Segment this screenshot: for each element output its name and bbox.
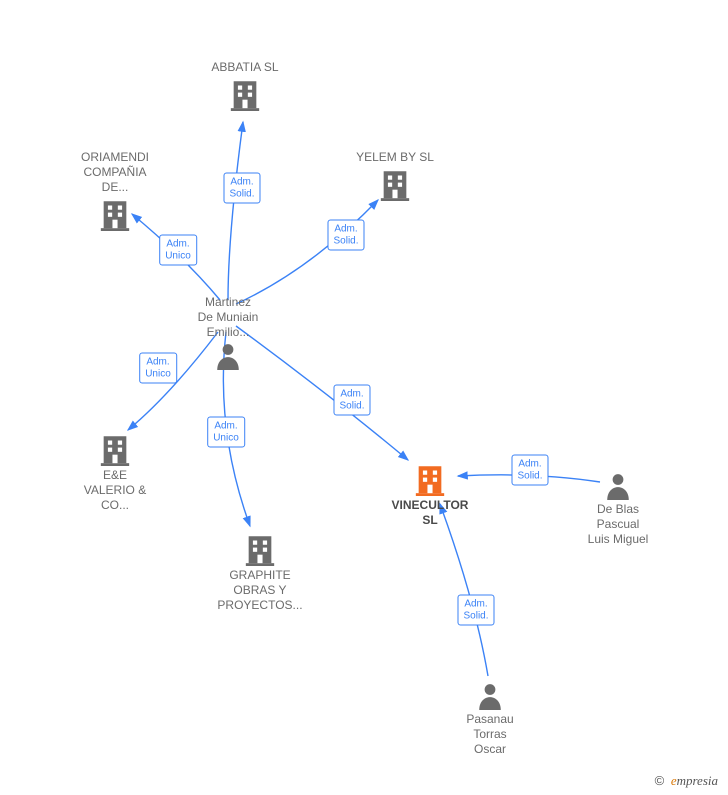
edge-label-martinez-graphite: Adm.Unico xyxy=(207,417,245,448)
node-abbatia[interactable]: ABBATIA SL xyxy=(185,60,305,113)
edge-label-deblas-vinecultor: Adm.Solid. xyxy=(511,455,548,486)
node-label: YELEM BY SL xyxy=(335,150,455,165)
person-icon xyxy=(168,342,288,370)
node-label: E&EVALERIO &CO... xyxy=(55,468,175,513)
edge-pasanau-vinecultor xyxy=(440,504,488,676)
building-icon xyxy=(335,167,455,201)
node-ee[interactable]: E&EVALERIO &CO... xyxy=(55,430,175,513)
node-vinecultor[interactable]: VINECULTORSL xyxy=(370,460,490,528)
footer-attribution: © empresia xyxy=(655,773,718,789)
building-icon xyxy=(370,462,490,496)
node-deblas[interactable]: De BlasPascualLuis Miguel xyxy=(558,470,678,547)
edge-martinez-yelem xyxy=(236,200,378,304)
node-martinez[interactable]: MartinezDe MuniainEmilio... xyxy=(168,295,288,372)
edge-label-martinez-abbatia: Adm.Solid. xyxy=(223,173,260,204)
edge-label-pasanau-vinecultor: Adm.Solid. xyxy=(457,595,494,626)
edge-label-martinez-oriamendi: Adm.Unico xyxy=(159,235,197,266)
brand-rest: mpresia xyxy=(677,773,718,788)
node-label: GRAPHITEOBRAS YPROYECTOS... xyxy=(200,568,320,613)
node-yelem[interactable]: YELEM BY SL xyxy=(335,150,455,203)
building-icon xyxy=(200,532,320,566)
node-graphite[interactable]: GRAPHITEOBRAS YPROYECTOS... xyxy=(200,530,320,613)
building-icon xyxy=(55,197,175,231)
edge-label-martinez-yelem: Adm.Solid. xyxy=(327,220,364,251)
person-icon xyxy=(430,682,550,710)
node-pasanau[interactable]: PasanauTorrasOscar xyxy=(430,680,550,757)
node-oriamendi[interactable]: ORIAMENDICOMPAÑIADE... xyxy=(55,150,175,233)
node-label: MartinezDe MuniainEmilio... xyxy=(168,295,288,340)
building-icon xyxy=(55,432,175,466)
node-label: VINECULTORSL xyxy=(370,498,490,528)
copyright-symbol: © xyxy=(655,773,665,788)
person-icon xyxy=(558,472,678,500)
node-label: De BlasPascualLuis Miguel xyxy=(558,502,678,547)
node-label: PasanauTorrasOscar xyxy=(430,712,550,757)
building-icon xyxy=(185,77,305,111)
node-label: ORIAMENDICOMPAÑIADE... xyxy=(55,150,175,195)
edge-label-martinez-vinecultor: Adm.Solid. xyxy=(333,385,370,416)
edge-martinez-abbatia xyxy=(228,122,243,300)
node-label: ABBATIA SL xyxy=(185,60,305,75)
